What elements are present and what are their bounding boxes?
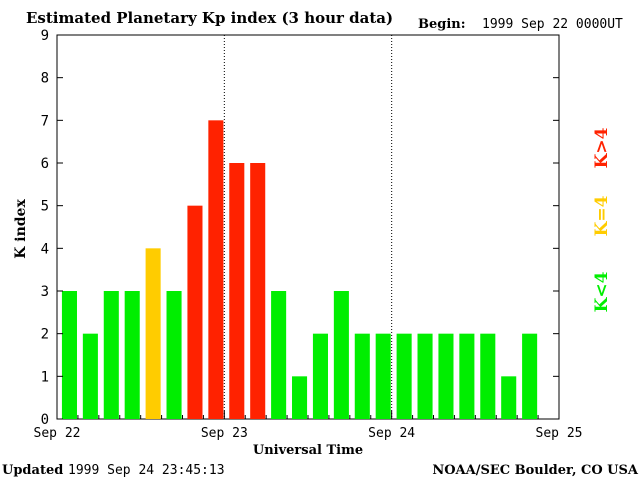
bar-10 [271,291,287,419]
x-axis: Sep 22 Sep 23 Sep 24 Sep 25 [34,411,583,441]
bar-19 [459,333,475,419]
x-tick-label: Sep 22 [34,426,81,441]
bar-6 [187,205,203,419]
legend-item: K<4 [592,271,612,312]
bar-0 [61,291,77,419]
bar-12 [312,333,328,419]
bar-5 [166,291,182,419]
bar-series [61,120,538,419]
begin-value: 1999 Sep 22 0000UT [482,17,623,32]
x-tick-label: Sep 24 [368,426,415,441]
y-tick-label: 2 [41,327,49,343]
bar-17 [417,333,433,419]
bar-16 [396,333,412,419]
bar-13 [333,291,349,419]
y-tick-label: 1 [41,369,49,385]
bar-21 [501,376,517,419]
y-axis: 0 1 2 3 4 5 6 7 8 9 [41,28,559,428]
y-tick-label: 0 [41,412,49,428]
bar-3 [124,291,140,419]
y-tick-label: 3 [41,284,49,300]
updated-label: Updated [2,463,63,478]
y-tick-label: 8 [41,71,49,87]
bar-4 [145,248,161,419]
bar-18 [438,333,454,419]
source-credit: NOAA/SEC Boulder, CO USA [432,463,639,478]
legend: K<4 K=4 K>4 [592,127,612,312]
bar-22 [522,333,538,419]
begin-label: Begin: [418,17,466,32]
chart-title: Estimated Planetary Kp index (3 hour dat… [26,9,393,27]
y-tick-label: 7 [41,113,49,129]
updated-timestamp: 1999 Sep 24 23:45:13 [68,463,225,478]
bar-2 [103,291,119,419]
y-tick-label: 4 [41,241,49,257]
legend-item: K=4 [592,195,612,236]
bar-15 [375,333,391,419]
y-tick-label: 9 [41,28,49,44]
bar-1 [82,333,98,419]
y-axis-label: K index [13,199,29,259]
y-tick-label: 6 [41,156,49,172]
bar-14 [354,333,370,419]
day-separators [223,35,393,419]
x-tick-label: Sep 23 [201,426,248,441]
bar-7 [208,120,224,419]
bar-9 [250,163,266,419]
y-tick-label: 5 [41,199,49,215]
bar-11 [292,376,308,419]
bar-20 [480,333,496,419]
bar-8 [229,163,245,419]
x-axis-label: Universal Time [253,443,363,458]
x-tick-label: Sep 25 [536,426,583,441]
legend-item: K>4 [592,127,612,168]
